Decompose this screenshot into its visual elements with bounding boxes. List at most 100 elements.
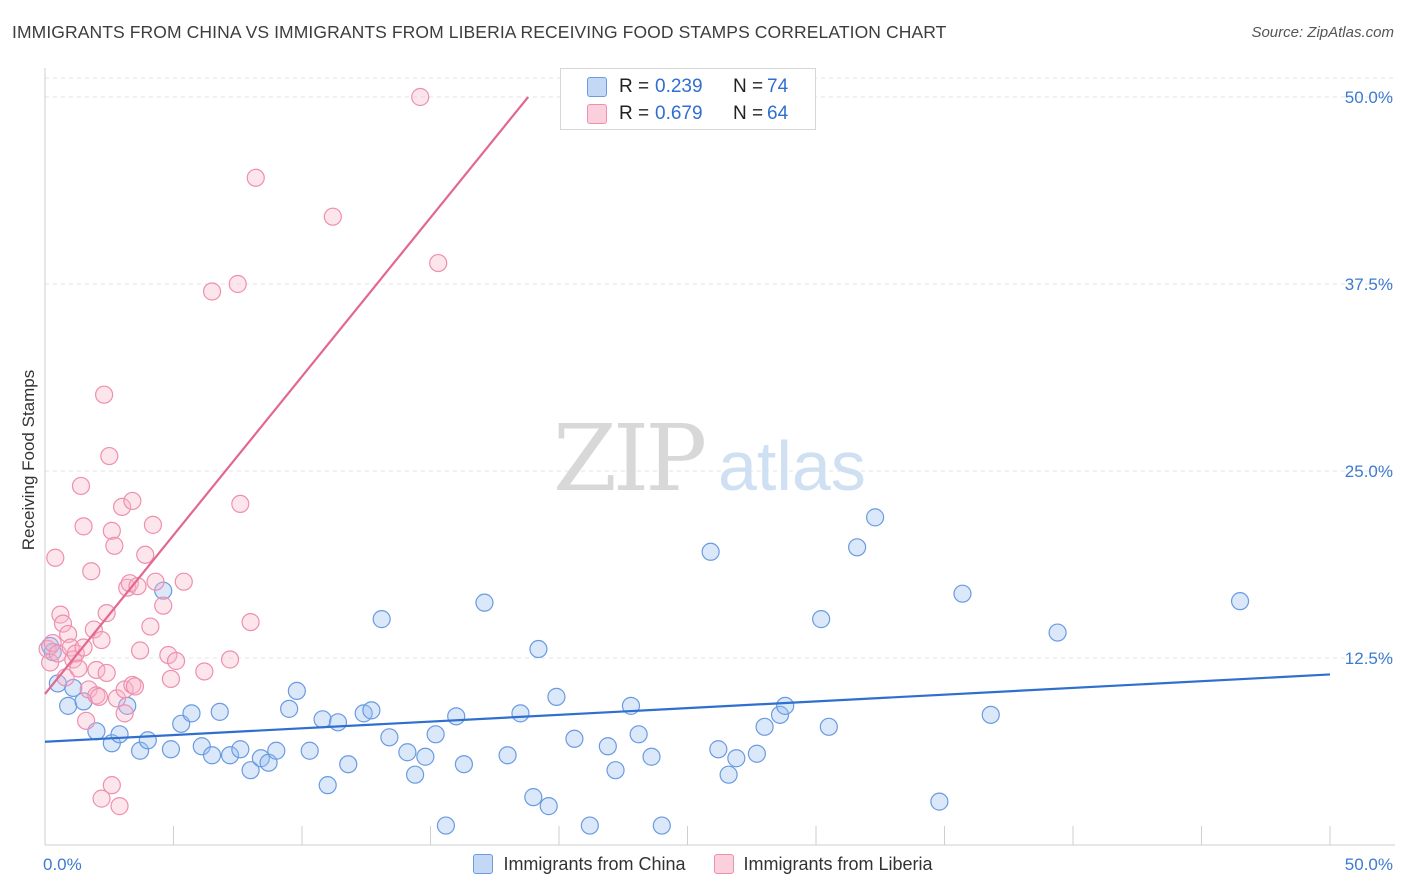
liberia-point: [46, 548, 65, 567]
liberia-point: [115, 704, 134, 723]
x-tick-label: 50.0%: [1345, 855, 1393, 874]
china-point: [447, 707, 466, 726]
china-point: [606, 761, 625, 780]
china-point: [953, 584, 972, 603]
china-point: [380, 728, 399, 747]
liberia-point: [123, 491, 142, 511]
china-point: [770, 705, 790, 724]
liberia-point: [38, 639, 57, 659]
china-point: [652, 816, 671, 835]
china-r-label: R =: [619, 76, 650, 97]
china-point: [161, 740, 181, 759]
liberia-swatch: [587, 104, 607, 124]
china-point: [426, 725, 445, 744]
china-point: [565, 729, 584, 748]
liberia-point: [130, 641, 150, 660]
china-point: [930, 792, 949, 811]
source-label: Source: ZipAtlas.com: [1251, 24, 1394, 41]
liberia-point: [429, 253, 448, 273]
liberia-point: [128, 577, 147, 596]
liberia-point: [112, 497, 132, 517]
legend-item-liberia: Immigrants from Liberia: [713, 853, 933, 875]
y-tick-label: 12.5%: [1345, 649, 1393, 668]
china-trend-line: [44, 673, 1331, 743]
china-point: [529, 639, 548, 659]
liberia-point: [220, 650, 240, 669]
china-point: [110, 725, 129, 744]
china-point: [498, 746, 517, 765]
china-point: [372, 610, 391, 629]
correlation-legend: R = 0.239 N = 74 R = 0.679 N = 64: [560, 68, 816, 130]
china-point: [267, 741, 286, 760]
china-point: [454, 755, 474, 774]
y-tick-label: 37.5%: [1345, 275, 1393, 294]
liberia-point: [143, 515, 163, 534]
legend-liberia-label: Immigrants from Liberia: [743, 853, 933, 874]
china-point: [318, 776, 337, 795]
china-point: [328, 713, 348, 732]
liberia-point: [43, 633, 62, 653]
china-point: [138, 731, 157, 750]
liberia-point: [110, 797, 129, 816]
liberia-point: [241, 612, 260, 632]
china-point: [241, 761, 260, 780]
liberia-trend-line: [44, 96, 530, 695]
legend-china-label: Immigrants from China: [503, 853, 686, 874]
liberia-n-value: 64: [767, 103, 789, 124]
liberia-point: [53, 614, 73, 633]
liberia-point: [89, 687, 109, 706]
china-point: [1230, 592, 1250, 611]
liberia-point: [102, 521, 121, 540]
liberia-point: [102, 776, 121, 795]
china-point: [629, 725, 648, 744]
china-point: [280, 699, 299, 718]
watermark-zip: ZIP: [553, 405, 704, 512]
china-point: [709, 740, 728, 759]
legend-item-china: Immigrants from China: [473, 853, 686, 875]
china-point: [539, 797, 558, 816]
liberia-point: [136, 545, 155, 564]
china-r-value: 0.239: [655, 76, 703, 97]
china-point: [981, 705, 1000, 724]
liberia-point: [125, 677, 145, 696]
china-point: [231, 740, 250, 759]
china-point: [727, 749, 746, 768]
liberia-point: [228, 274, 247, 294]
legend-china-swatch: [473, 854, 494, 874]
china-swatch: [587, 77, 607, 97]
china-point: [755, 717, 774, 736]
china-point: [398, 743, 417, 762]
liberia-point: [323, 207, 342, 226]
liberia-point: [161, 669, 181, 689]
china-point: [313, 710, 332, 729]
liberia-point: [202, 282, 222, 301]
liberia-point: [69, 659, 88, 678]
chart-title: IMMIGRANTS FROM CHINA VS IMMIGRANTS FROM…: [12, 22, 947, 42]
china-point: [436, 816, 456, 835]
liberia-point: [246, 168, 265, 187]
watermark-atlas: atlas: [718, 427, 866, 505]
china-point: [776, 696, 795, 715]
liberia-point: [97, 663, 116, 683]
legend-row-china: R = 0.239 N = 74: [587, 74, 788, 100]
legend-liberia-swatch: [713, 854, 734, 874]
china-point: [416, 747, 435, 766]
china-point: [866, 508, 885, 527]
china-n-value: 74: [767, 76, 789, 97]
liberia-point: [95, 385, 114, 404]
liberia-point: [105, 536, 124, 555]
liberia-point: [92, 789, 111, 808]
china-point: [848, 538, 867, 557]
china-point: [202, 746, 222, 765]
china-point: [547, 687, 566, 706]
liberia-point: [97, 604, 116, 623]
china-n-label: N =: [733, 76, 764, 97]
china-point: [287, 681, 306, 701]
liberia-point: [166, 651, 186, 671]
y-axis-title: Receiving Food Stamps: [19, 369, 38, 551]
china-point: [339, 755, 358, 774]
liberia-point: [141, 617, 160, 636]
china-point: [812, 610, 831, 629]
y-tick-label: 50.0%: [1345, 88, 1393, 107]
